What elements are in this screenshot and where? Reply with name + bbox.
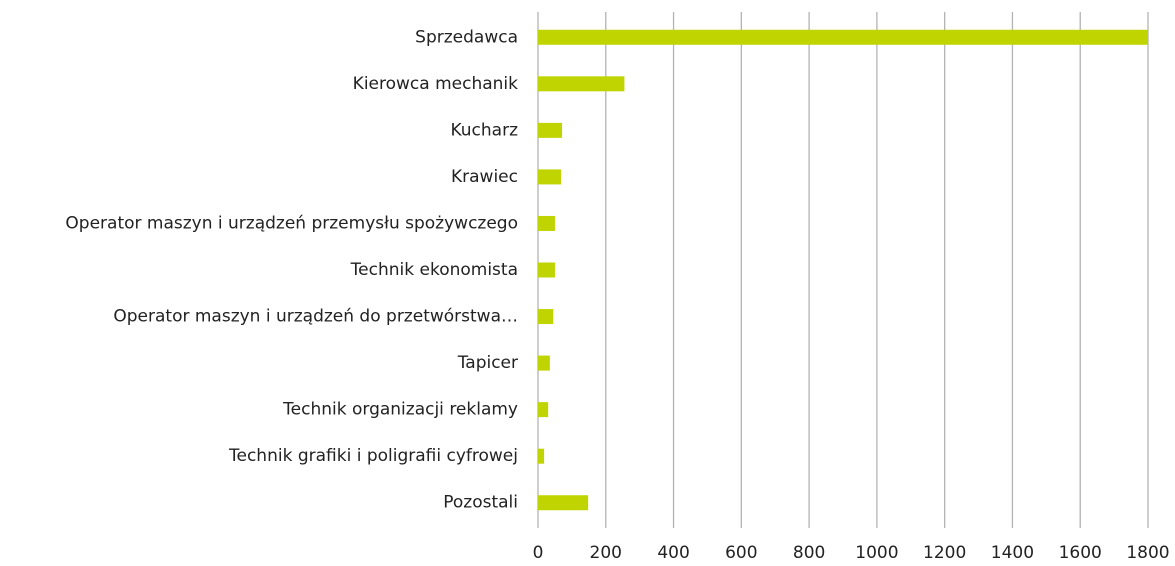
y-tick-label: Operator maszyn i urządzeń do przetwórst…	[113, 307, 518, 327]
x-tick-label: 0	[533, 543, 544, 563]
y-tick-label: Sprzedawca	[415, 27, 518, 47]
x-tick-label: 200	[590, 543, 622, 563]
x-tick-label: 800	[793, 543, 825, 563]
bar	[538, 262, 555, 278]
x-tick-label: 1000	[855, 543, 898, 563]
x-tick-label: 1600	[1059, 543, 1102, 563]
y-tick-label: Operator maszyn i urządzeń przemysłu spo…	[65, 213, 518, 233]
bar	[538, 29, 1148, 45]
bar	[538, 355, 550, 371]
y-tick-label: Technik organizacji reklamy	[282, 400, 518, 420]
y-tick-label: Kierowca mechanik	[353, 74, 518, 94]
y-tick-label: Kucharz	[450, 120, 518, 140]
bar	[538, 448, 545, 464]
y-tick-label: Tapicer	[457, 353, 518, 373]
bar	[538, 76, 625, 92]
bar	[538, 495, 589, 511]
x-tick-label: 1200	[923, 543, 966, 563]
x-tick-label: 600	[725, 543, 757, 563]
x-tick-label: 1400	[991, 543, 1034, 563]
y-tick-label: Technik grafiki i poligrafii cyfrowej	[228, 446, 518, 466]
y-tick-label: Krawiec	[451, 167, 518, 187]
y-tick-label: Technik ekonomista	[350, 260, 518, 280]
x-tick-label: 400	[657, 543, 689, 563]
bar	[538, 309, 554, 325]
bar	[538, 215, 555, 231]
bar	[538, 169, 562, 185]
bar	[538, 402, 549, 418]
y-tick-label: Pozostali	[443, 493, 518, 513]
x-tick-label: 1800	[1126, 543, 1169, 563]
bar	[538, 122, 563, 138]
